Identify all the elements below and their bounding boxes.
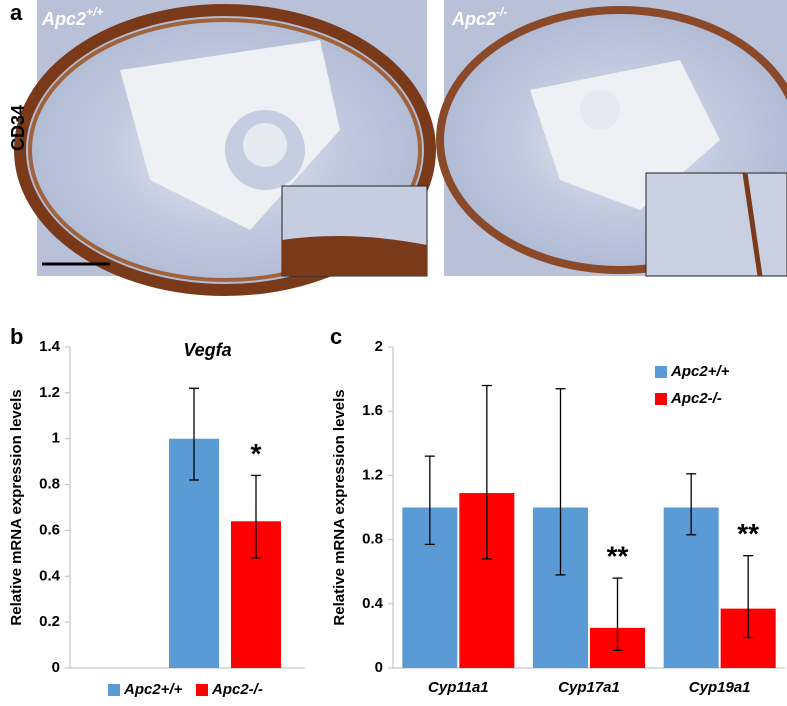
panel-label: a	[10, 0, 23, 25]
chart-title: Vegfa	[183, 340, 231, 360]
legend-swatch	[196, 684, 208, 696]
y-tick-label: 0.6	[39, 521, 60, 538]
significance: **	[737, 518, 759, 549]
x-tick-label: Cyp19a1	[689, 679, 751, 696]
image-label-base: Apc2	[451, 9, 496, 29]
legend-swatch	[108, 684, 120, 696]
legend-label: Apc2+/+	[670, 363, 730, 380]
legend-label: Apc2-/-	[670, 390, 722, 407]
y-tick-label: 2	[375, 338, 383, 355]
significance: *	[251, 438, 262, 469]
y-tick-label: 0.8	[362, 531, 383, 548]
y-axis-label: Relative mRNA expression levels	[8, 389, 25, 625]
x-tick-label: Cyp17a1	[558, 679, 620, 696]
y-tick-label: 0.4	[39, 567, 61, 584]
y-tick-label: 1.2	[39, 384, 60, 401]
y-tick-label: 0.8	[39, 476, 60, 493]
micrograph-left	[14, 0, 436, 296]
y-tick-label: 1.6	[362, 402, 383, 419]
image-label: Apc2+/+	[41, 5, 103, 29]
y-tick-label: 0.2	[39, 613, 60, 630]
y-tick-label: 1.4	[39, 338, 61, 355]
significance: **	[607, 541, 629, 572]
legend-label: Apc2+/+	[123, 681, 183, 698]
y-tick-label: 0	[375, 659, 383, 676]
y-tick-label: 1.2	[362, 466, 383, 483]
image-label-sup: +/+	[86, 5, 103, 19]
x-tick-label: Cyp11a1	[428, 679, 489, 696]
micrograph-right	[436, 0, 787, 277]
panel-label: b	[10, 324, 23, 349]
row-label: CD34	[8, 105, 28, 151]
y-axis-label: Relative mRNA expression levels	[331, 389, 348, 625]
panel-label: c	[330, 324, 342, 349]
y-tick-label: 1	[52, 430, 60, 447]
legend-label: Apc2-/-	[211, 681, 263, 698]
image-label-sup: -/-	[496, 5, 507, 19]
y-tick-label: 0	[52, 659, 60, 676]
image-label: Apc2-/-	[451, 5, 507, 29]
y-tick-label: 0.4	[362, 595, 384, 612]
legend-swatch	[655, 366, 667, 378]
legend-swatch	[655, 393, 667, 405]
image-label-base: Apc2	[41, 9, 86, 29]
